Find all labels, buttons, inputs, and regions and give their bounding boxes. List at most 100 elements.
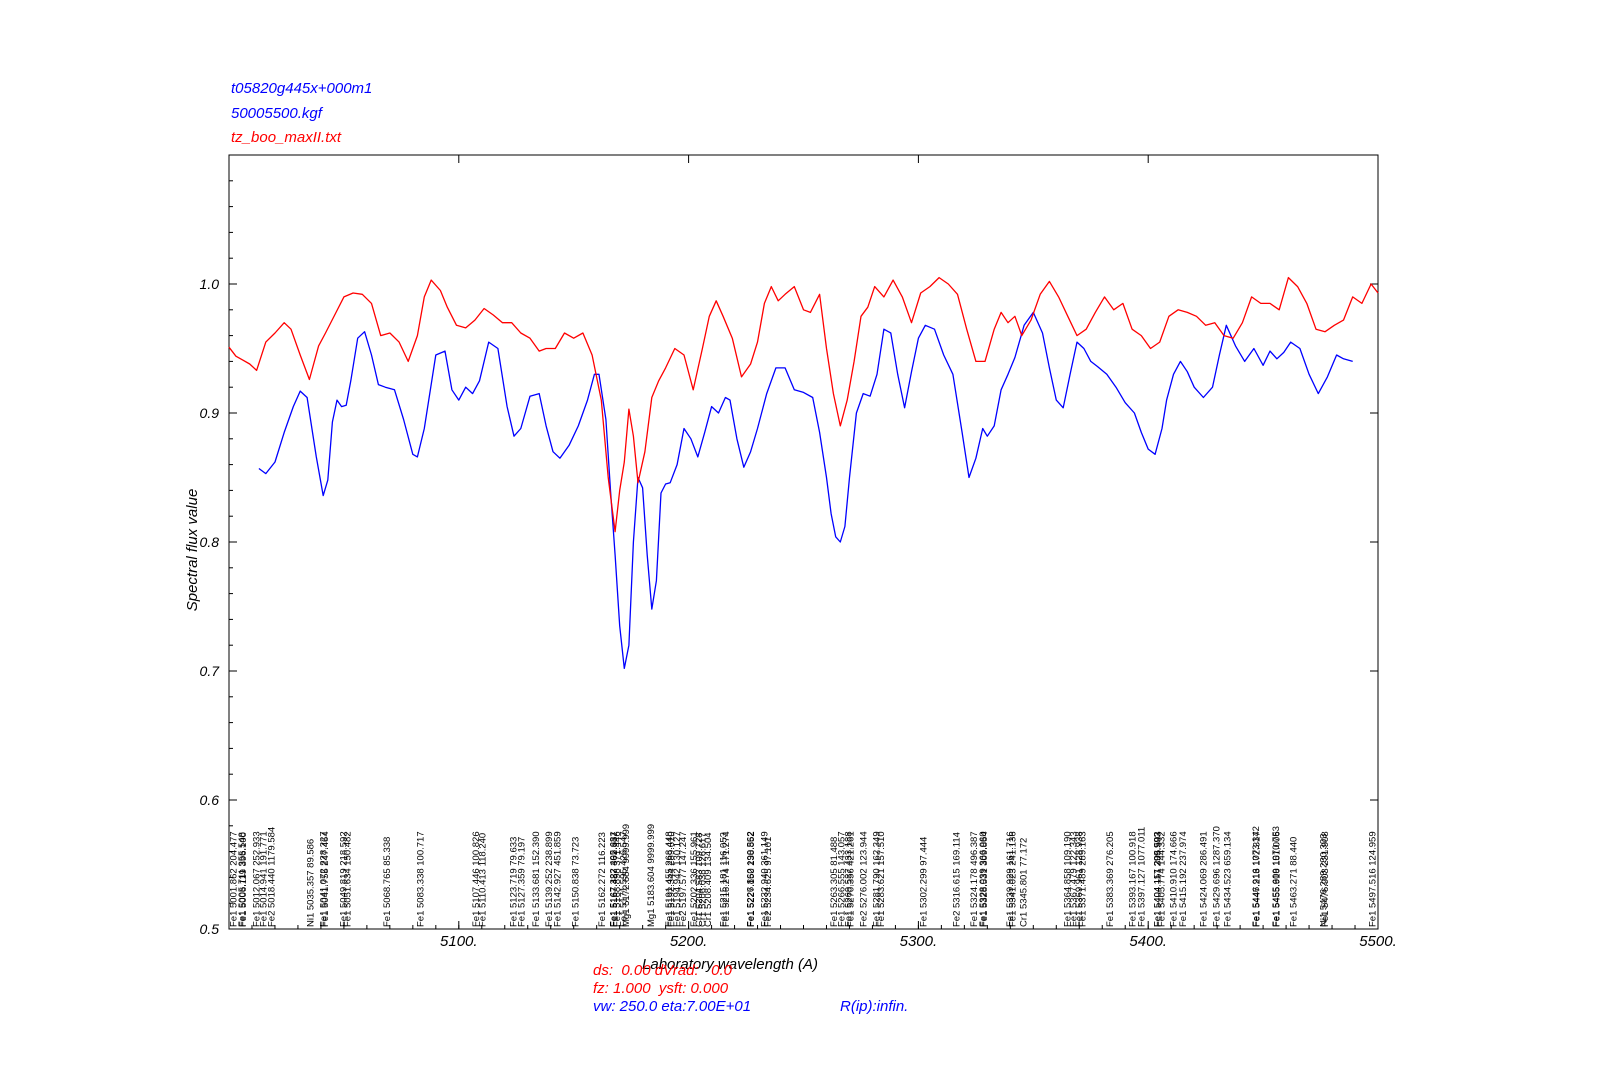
line-id-label: Fe1 5167.487 362.837 (609, 831, 620, 927)
shift-parameters: ds: 0.00 dVrad: 0.0 (593, 962, 732, 979)
line-id-label: Cr1 5204.583 109.728 (694, 832, 705, 927)
line-id-label: Fe1 5202.336 155.961 (689, 831, 700, 927)
line-id-label: Fe1 5341.023 241.136 (1008, 831, 1019, 927)
line-id-label: Fe1 5397.127 1077.011 (1137, 827, 1148, 927)
line-id-label: Fe1 5463.271 88.440 (1289, 837, 1300, 927)
line-id-label: Fe1 5127.359 79.197 (517, 837, 528, 927)
line-id-label: Fe2 5316.615 169.114 (952, 832, 963, 927)
line-id-label: Fe1 5215.181 116.053 (719, 832, 730, 927)
line-id-label: Mg1 5183.604 9999.999 (646, 824, 657, 927)
line-id-label: Fe1 5168.898 371.446 (612, 831, 623, 927)
line-id-label: Cr1 5345.801 77.172 (1019, 838, 1030, 927)
line-id-label: Fe2 5018.440 1179.584 (266, 827, 277, 927)
line-id-label: Fe1 5415.192 237.974 (1178, 831, 1189, 927)
model-name: t05820g445x+000m1 (231, 80, 373, 97)
x-tick-label: 5300. (900, 933, 938, 950)
line-id-label: Fe1 5434.523 659.134 (1223, 831, 1234, 927)
line-id-label: Fe1 5150.838 73.723 (571, 837, 582, 927)
line-id-label: Fe1 5107.446 100.826 (471, 831, 482, 927)
line-id-label: Fe1 5232.940 361.149 (759, 831, 770, 927)
y-axis-label: Spectral flux value (184, 489, 201, 612)
y-tick-label: 0.9 (200, 405, 220, 421)
observed-file: tz_boo_maxII.txt (231, 129, 342, 146)
x-tick-label: 5500. (1359, 933, 1397, 950)
line-id-label: Fe1 5083.338 100.717 (416, 831, 427, 927)
line-id-label: Fe1 5328.531 309.864 (979, 831, 990, 927)
line-id-label: Fe1 5068.765 85.338 (382, 837, 393, 927)
line-id-label: Fe2 5276.002 123.944 (858, 831, 869, 927)
line-id-label: Fe1 5328.039 366.060 (978, 831, 989, 927)
line-id-label: Fe1 5110.413 118.240 (478, 833, 489, 927)
line-id-label: Mg1 5172.684 9999.999 (621, 824, 632, 927)
line-id-label: Fe1 5191.455 268.448 (664, 831, 675, 927)
line-id-label: Fe1 5383.369 276.205 (1105, 831, 1116, 927)
line-id-label: Fe1 5404.117 299.993 (1153, 832, 1164, 927)
linelist-file: 50005500.kgf (231, 105, 322, 122)
line-id-label: Fe1 5281.790 162.349 (872, 831, 883, 927)
line-id-label: Fe1 5139.252 238.899 (544, 831, 555, 927)
line-id-label: Fe1 5410.910 174.666 (1168, 831, 1179, 927)
broadening-parameters: vw: 250.0 eta:7.00E+01 (593, 998, 752, 1015)
line-id-label: Fe1 5133.681 152.390 (531, 831, 542, 927)
line-id-label: Cr1 5206.038 126.617 (698, 832, 709, 927)
line-id-label: Fe1 5369.961 128.938 (1074, 831, 1085, 927)
line-id-label: Fe1 5192.344 289.610 (666, 831, 677, 927)
line-id-label: Fe1 5051.634 150.482 (343, 831, 354, 927)
line-id-label: Fe1 5226.862 190.562 (745, 831, 756, 927)
line-id-label: Ni1 5476.289 230.303 (1319, 834, 1330, 928)
line-id-label: Fe1 5014.941 191.771 (258, 831, 269, 927)
line-id-label: Fe1 5455.609 1070.753 (1271, 826, 1282, 927)
line-id-label: Fe1 5302.299 97.444 (919, 837, 930, 927)
series-group (228, 276, 1379, 670)
line-id-label: Fe1 5171.595 426.547 (618, 831, 629, 927)
line-id-label: Fe1 5405.774 144.332 (1157, 831, 1168, 927)
line-id-label: Fe1 5393.167 100.918 (1128, 831, 1139, 927)
line-id-label: Fe1 5339.929 161.716 (1005, 831, 1016, 927)
y-tick-label: 0.6 (200, 792, 220, 808)
line-id-label: Fe2 5197.577 147.247 (678, 831, 689, 927)
x-axis: 5100. 5200. 5300. 5400. 5500. (228, 155, 1397, 950)
plot-frame (228, 154, 1379, 930)
line-id-label: Fe1 5041.755 247.464 (320, 831, 331, 927)
line-id-label: Fe1 5123.719 79.633 (508, 837, 519, 927)
line-id-label: Fe1 5142.927 451.859 (552, 831, 563, 927)
line-id-label: Fe1 5446.916 1073.342 (1251, 826, 1262, 927)
line-id-label: Fe1 5005.711 355.548 (237, 832, 248, 927)
resolution-parameter: R(ip):infin. (840, 998, 909, 1015)
line-id-label: Fe1 5167.322 405.681 (609, 831, 620, 927)
x-tick-label: 5200. (670, 933, 708, 950)
line-id-label: Fe1 5194.942 130.127 (672, 831, 683, 927)
y-tick-label: 0.7 (200, 663, 221, 679)
line-id-label: Fe1 5404.151 306.503 (1153, 831, 1164, 927)
line-id-label: Fe1 5266.555 143.057 (837, 831, 848, 927)
line-id-label: Fe1 5049.819 218.592 (339, 831, 350, 927)
line-id-label: Fe1 5001.862 204.477 (228, 831, 239, 927)
line-id-label: Fe1 5012.067 252.933 (252, 831, 263, 927)
line-id-label: Fe1 5269.537 433.188 (843, 831, 854, 927)
line-id-label: Fe1 5216.274 171.274 (721, 831, 732, 927)
line-id-label: Fe1 5476.903 231.908 (1320, 831, 1331, 927)
line-id-label: Fe1 5455.916 151.006 (1272, 831, 1283, 927)
y-axis: 0.5 0.6 0.7 0.8 0.9 1.0 (200, 154, 1378, 937)
line-id-label: Fe1 5270.356 421.261 (845, 831, 856, 927)
line-id-label: Fe1 5429.696 1287.370 (1211, 826, 1222, 927)
model-spectrum-line (258, 311, 1353, 670)
y-tick-label: 0.8 (200, 534, 220, 550)
observed-spectrum-line (228, 276, 1379, 533)
line-id-label: Fe1 5227.150 238.852 (746, 831, 757, 927)
x-axis-label: Laboratory wavelength (A) (642, 956, 818, 973)
line-id-label: Fe1 5371.489 289.163 (1078, 831, 1089, 927)
line-id-label: Fe1 5263.305 81.488 (829, 837, 840, 927)
line-id-label: Fe1 5364.858 109.190 (1062, 831, 1073, 927)
line-id-label: Fe1 5447.213 172.317 (1252, 831, 1263, 927)
line-id-label: Fe1 5324.178 496.387 (969, 831, 980, 927)
line-id-label: Fe1 5041.072 228.227 (318, 831, 329, 927)
y-tick-label: 1.0 (200, 276, 220, 292)
line-id-label: Fe1 5162.272 116.223 (597, 832, 608, 927)
x-tick-label: 5100. (440, 933, 478, 950)
scale-parameters: fz: 1.000 ysft: 0.000 (593, 980, 729, 997)
line-id-label: Fe1 5367.479 122.343 (1069, 831, 1080, 927)
line-id-label: Ni1 5035.357 89.586 (305, 839, 316, 927)
x-tick-label: 5400. (1129, 933, 1167, 950)
